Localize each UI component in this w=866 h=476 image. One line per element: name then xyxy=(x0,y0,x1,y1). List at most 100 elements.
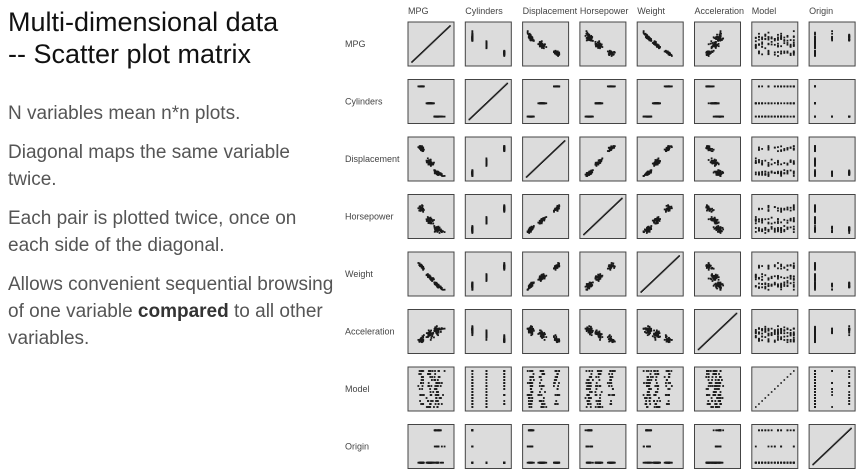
data-point xyxy=(431,333,434,336)
data-point xyxy=(786,219,789,222)
data-point xyxy=(526,231,529,233)
data-point xyxy=(831,230,833,233)
data-point xyxy=(710,210,713,213)
data-point xyxy=(780,50,783,53)
data-point xyxy=(848,169,851,172)
data-point xyxy=(783,148,786,150)
data-point xyxy=(429,276,432,279)
data-point xyxy=(773,206,776,209)
data-point xyxy=(558,338,560,341)
data-point xyxy=(712,209,715,211)
data-point xyxy=(590,37,593,40)
cell-cylinders-vs-origin xyxy=(808,79,856,124)
data-point xyxy=(438,229,441,232)
data-point xyxy=(717,102,720,105)
data-point xyxy=(814,268,816,271)
data-point xyxy=(587,34,590,37)
data-point xyxy=(585,330,588,333)
data-point xyxy=(719,328,721,330)
data-point xyxy=(754,273,757,276)
data-point xyxy=(427,332,430,334)
data-point xyxy=(698,347,701,350)
data-point xyxy=(764,325,767,328)
data-point xyxy=(648,229,651,231)
data-point xyxy=(792,333,795,336)
data-point xyxy=(773,38,776,40)
data-point xyxy=(675,257,678,260)
data-point xyxy=(471,228,474,230)
slide-title-line-1: Multi-dimensional data xyxy=(8,7,279,37)
data-point xyxy=(503,148,506,151)
data-point xyxy=(831,30,833,33)
data-point xyxy=(538,278,541,281)
data-point xyxy=(789,52,792,55)
data-point xyxy=(416,56,418,59)
data-point xyxy=(786,331,789,334)
data-point xyxy=(540,278,542,281)
data-point xyxy=(540,220,542,223)
data-point xyxy=(764,328,767,331)
data-point xyxy=(433,161,435,164)
data-point xyxy=(814,284,816,287)
data-point xyxy=(417,55,419,58)
data-point xyxy=(761,278,764,281)
data-point xyxy=(670,145,673,148)
data-point xyxy=(721,37,724,40)
data-point xyxy=(770,222,773,225)
data-point xyxy=(598,42,601,45)
data-point xyxy=(429,161,432,164)
data-point xyxy=(654,40,657,43)
data-point xyxy=(430,329,432,332)
data-point xyxy=(789,85,792,88)
data-point xyxy=(789,39,792,41)
data-point xyxy=(715,285,717,288)
data-point xyxy=(598,333,601,336)
data-point xyxy=(723,324,725,327)
data-point xyxy=(503,207,506,210)
data-point xyxy=(786,335,789,338)
data-point xyxy=(438,285,441,288)
data-point xyxy=(710,157,713,160)
data-point xyxy=(814,228,816,230)
data-point xyxy=(767,115,770,118)
data-point xyxy=(471,39,474,42)
data-point xyxy=(848,285,851,288)
data-point xyxy=(650,225,653,227)
data-point xyxy=(485,40,488,43)
data-point xyxy=(607,210,610,213)
data-point xyxy=(716,38,719,41)
data-point xyxy=(848,33,851,36)
data-point xyxy=(421,385,424,387)
data-point xyxy=(599,277,602,280)
data-point xyxy=(773,43,776,46)
data-point xyxy=(535,166,538,169)
row-label-acceleration: Acceleration xyxy=(345,327,395,337)
data-point xyxy=(532,225,535,227)
data-point xyxy=(646,34,649,37)
data-point xyxy=(599,218,602,220)
data-point xyxy=(542,334,545,337)
data-point xyxy=(442,230,444,233)
data-point xyxy=(647,37,650,40)
cell-cylinders-vs-acceleration xyxy=(694,79,741,124)
data-point xyxy=(710,278,713,281)
data-point xyxy=(722,325,724,328)
data-point xyxy=(648,326,651,329)
data-point xyxy=(783,172,786,175)
data-point xyxy=(792,171,795,174)
data-point xyxy=(720,283,723,286)
data-point xyxy=(780,207,783,210)
data-point xyxy=(471,225,474,227)
data-point xyxy=(786,264,789,267)
data-point xyxy=(586,33,589,36)
data-point xyxy=(650,171,652,174)
data-point xyxy=(814,33,816,36)
data-point xyxy=(780,231,783,234)
data-point xyxy=(554,267,557,269)
data-point xyxy=(721,170,724,173)
data-point xyxy=(553,210,555,213)
data-point xyxy=(590,34,593,37)
data-point xyxy=(529,285,532,288)
data-point xyxy=(555,207,557,210)
data-point xyxy=(642,30,645,33)
